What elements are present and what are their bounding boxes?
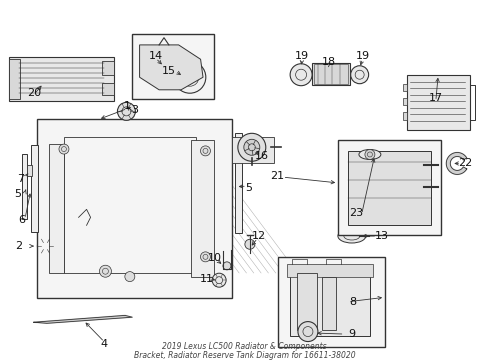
Bar: [232, 136, 273, 163]
Bar: [132, 34, 214, 99]
Circle shape: [99, 265, 111, 277]
Text: 13: 13: [374, 231, 388, 241]
Bar: [102, 61, 114, 76]
Circle shape: [364, 149, 374, 159]
Circle shape: [174, 61, 205, 93]
Text: 14: 14: [148, 51, 163, 61]
Bar: [287, 264, 372, 276]
Bar: [37, 118, 232, 298]
Text: 21: 21: [270, 171, 284, 181]
Bar: [49, 144, 64, 273]
Circle shape: [124, 271, 135, 282]
Text: 2019 Lexus LC500 Radiator & Components: 2019 Lexus LC500 Radiator & Components: [162, 342, 326, 351]
Bar: [9, 59, 20, 99]
Text: 8: 8: [348, 297, 356, 307]
Text: 16: 16: [254, 151, 268, 161]
Bar: [402, 98, 407, 105]
Bar: [64, 136, 195, 273]
Bar: [297, 273, 316, 330]
Text: 7: 7: [18, 174, 24, 184]
Bar: [277, 257, 384, 347]
Text: 22: 22: [457, 158, 471, 168]
Circle shape: [59, 144, 69, 154]
Text: 3: 3: [131, 105, 138, 115]
Bar: [347, 151, 430, 225]
Text: 18: 18: [321, 57, 335, 67]
Text: 5: 5: [244, 183, 251, 193]
Bar: [311, 63, 349, 85]
Text: 11: 11: [199, 274, 213, 284]
Text: 19: 19: [355, 51, 369, 61]
Polygon shape: [34, 315, 132, 323]
Bar: [289, 267, 369, 336]
Bar: [27, 165, 32, 176]
Bar: [406, 75, 469, 130]
Bar: [234, 133, 241, 234]
Circle shape: [200, 252, 210, 262]
Text: 2: 2: [16, 241, 22, 251]
Text: 1: 1: [123, 101, 131, 111]
Circle shape: [297, 321, 317, 342]
Text: 10: 10: [208, 253, 222, 263]
Text: 12: 12: [251, 231, 265, 241]
Circle shape: [244, 239, 254, 249]
Polygon shape: [446, 153, 466, 175]
Circle shape: [237, 133, 265, 161]
Text: 4: 4: [101, 339, 108, 349]
Circle shape: [212, 273, 225, 287]
Bar: [9, 58, 114, 100]
Bar: [31, 145, 38, 232]
Bar: [402, 112, 407, 120]
Bar: [313, 64, 347, 84]
Ellipse shape: [337, 229, 365, 243]
Circle shape: [244, 139, 259, 155]
Text: 9: 9: [347, 329, 355, 339]
Text: 23: 23: [348, 208, 362, 218]
Circle shape: [223, 262, 230, 270]
Bar: [22, 154, 27, 219]
Ellipse shape: [358, 149, 380, 159]
Circle shape: [38, 238, 53, 254]
Circle shape: [200, 146, 210, 156]
Bar: [190, 140, 214, 276]
Bar: [402, 84, 407, 91]
Polygon shape: [139, 45, 203, 90]
Bar: [321, 276, 336, 330]
Bar: [338, 140, 440, 235]
Text: 20: 20: [26, 88, 41, 98]
Text: 17: 17: [428, 94, 442, 103]
Text: Bracket, Radiator Reserve Tank Diagram for 16611-38020: Bracket, Radiator Reserve Tank Diagram f…: [133, 351, 355, 360]
Text: 15: 15: [162, 66, 176, 76]
Text: 6: 6: [18, 215, 25, 225]
Text: 19: 19: [294, 51, 308, 61]
Text: 5: 5: [15, 189, 21, 199]
Circle shape: [289, 64, 311, 86]
Circle shape: [117, 102, 135, 120]
Bar: [102, 83, 114, 95]
Circle shape: [350, 66, 368, 84]
